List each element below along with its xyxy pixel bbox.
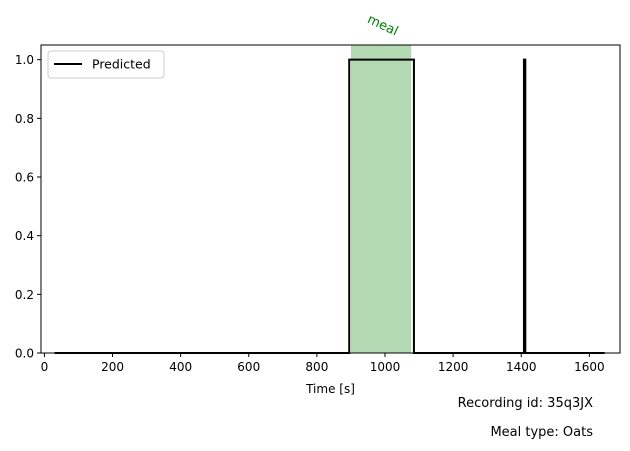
x-axis-label: Time [s] [305, 382, 355, 396]
y-tick-label-1: 0.2 [15, 288, 34, 302]
x-tick-label-2: 400 [169, 360, 192, 374]
series-layer [54, 58, 605, 354]
x-tick-label-7: 1400 [506, 360, 537, 374]
legend-box [47, 50, 165, 79]
series-line-0 [54, 58, 605, 354]
y-tick-label-4: 0.8 [15, 112, 34, 126]
y-tick-label-2: 0.4 [15, 229, 34, 243]
x-tick-label-5: 1000 [370, 360, 401, 374]
x-tick-label-4: 800 [305, 360, 328, 374]
x-tick-label-1: 200 [101, 360, 124, 374]
x-tick-label-3: 600 [237, 360, 260, 374]
annotation-span-layer [350, 45, 412, 353]
y-tick-label-0: 0.0 [15, 347, 34, 361]
legend: Predicted [47, 50, 165, 79]
plot-frame [40, 44, 621, 354]
y-tick-label-5: 1.0 [15, 53, 34, 67]
annotation-label-layer: meal [365, 12, 401, 39]
recording-id-text: Recording id: 35q3JX [457, 396, 593, 411]
x-tick-label-6: 1200 [438, 360, 469, 374]
annotation-span-0 [350, 45, 412, 353]
y-tick-label-3: 0.6 [15, 171, 34, 185]
ticks-layer: 0 200 400 600 800 1000 1200 1400 1600 0.0 0.2 0.4 0.… [15, 53, 605, 374]
legend-label-0: Predicted [92, 57, 151, 72]
annotation-label-0: meal [365, 12, 401, 39]
x-tick-label-8: 1600 [574, 360, 605, 374]
meal-type-text: Meal type: Oats [490, 425, 593, 440]
x-tick-label-0: 0 [41, 360, 49, 374]
